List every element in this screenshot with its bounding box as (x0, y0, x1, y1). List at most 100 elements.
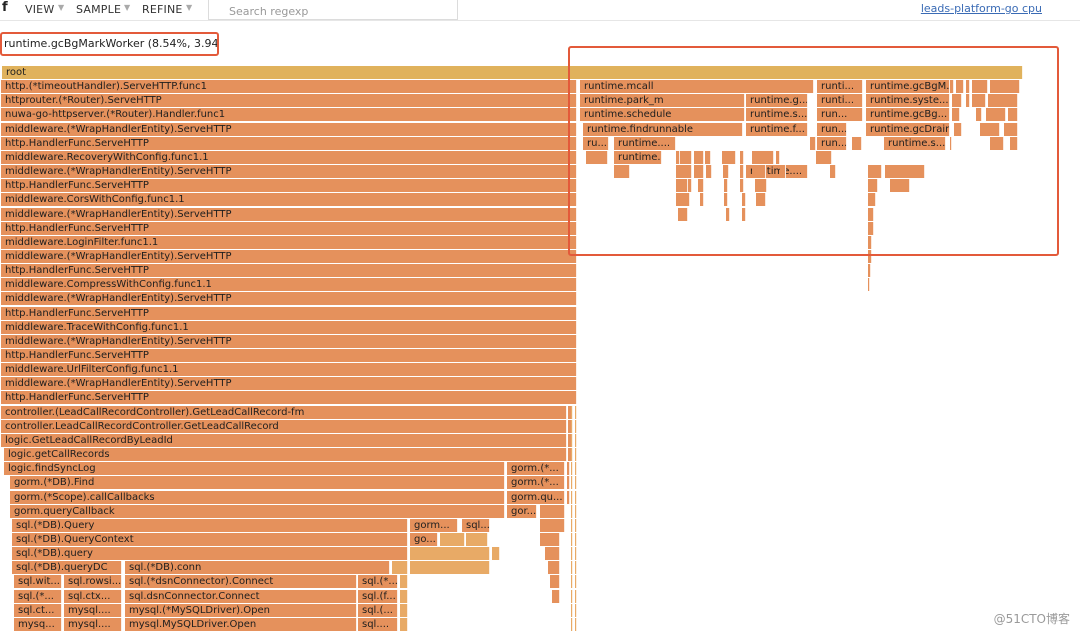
toolbar: f VIEW ▼ SAMPLE ▼ REFINE ▼ leads-platfor… (0, 0, 1080, 21)
frame[interactable]: controller.LeadCallRecordController.GetL… (1, 420, 567, 433)
frame[interactable]: http.HandlerFunc.ServeHTTP (1, 264, 577, 277)
frame[interactable]: sql.rowsi... (64, 575, 122, 588)
view-menu[interactable]: VIEW (25, 3, 55, 16)
frame[interactable]: nuwa-go-httpserver.(*Router).Handler.fun… (1, 108, 577, 121)
frame[interactable]: logic.GetLeadCallRecordByLeadId (1, 434, 567, 447)
frame-runtime[interactable]: runtime.gcBgM... (866, 80, 950, 93)
frame[interactable]: sql.(*DB).query (12, 547, 408, 560)
frame-runtime[interactable]: runtime.mcall (580, 80, 814, 93)
frame-runtime[interactable]: runti... (817, 94, 863, 107)
frame[interactable]: sql.(*DB).Query (12, 519, 408, 532)
frame[interactable]: sql... (462, 519, 490, 532)
frame[interactable]: http.HandlerFunc.ServeHTTP (1, 179, 577, 192)
frame-runtime[interactable]: runtime.g... (746, 94, 808, 107)
frame[interactable]: sql.(*DB).QueryContext (12, 533, 408, 546)
frame[interactable]: gorm.(*Scope).callCallbacks (10, 491, 505, 504)
refine-menu[interactable]: REFINE (142, 3, 183, 16)
frame[interactable]: middleware.(*WrapHandlerEntity).ServeHTT… (1, 335, 577, 348)
frame[interactable]: controller.(LeadCallRecordController).Ge… (1, 406, 567, 419)
frame-runtime[interactable]: runtime.... (614, 137, 676, 150)
frame[interactable]: sql.ct... (14, 604, 62, 617)
frame[interactable]: http.HandlerFunc.ServeHTTP (1, 137, 577, 150)
frame[interactable]: middleware.(*WrapHandlerEntity).ServeHTT… (1, 165, 577, 178)
frame-runtime[interactable]: runtime.park_m (580, 94, 745, 107)
frame[interactable]: http.(*timeoutHandler).ServeHTTP.func1 (1, 80, 577, 93)
frame[interactable]: sql.ctx... (64, 590, 122, 603)
frame[interactable]: mysql.... (64, 604, 122, 617)
frame[interactable]: http.HandlerFunc.ServeHTTP (1, 349, 577, 362)
search-input[interactable] (209, 2, 459, 21)
flame-sliver (571, 434, 573, 447)
frame-runtime[interactable]: runti... (817, 80, 863, 93)
profile-target-link[interactable]: leads-platform-go cpu (920, 2, 1042, 15)
flame-sliver (575, 533, 577, 546)
frame-runtime[interactable]: run... (817, 123, 847, 136)
frame-root[interactable]: root (2, 66, 1023, 79)
frame[interactable]: middleware.(*WrapHandlerEntity).ServeHTT… (1, 250, 577, 263)
frame[interactable]: gorm.qu... (507, 491, 565, 504)
frame-runtime[interactable]: runtime.findrunnable (583, 123, 743, 136)
frame[interactable]: sql.wit... (14, 575, 62, 588)
frame[interactable]: mysql.MySQLDriver.Open (125, 618, 357, 631)
frame[interactable]: sql.(*... (358, 575, 398, 588)
flame-sliver (567, 476, 570, 489)
frame[interactable]: sql.(f... (358, 590, 398, 603)
frame[interactable]: middleware.TraceWithConfig.func1.1 (1, 321, 577, 334)
frame-runtime[interactable]: runtime.s... (746, 108, 808, 121)
frame[interactable]: middleware.(*WrapHandlerEntity).ServeHTT… (1, 377, 577, 390)
frame[interactable]: middleware.CorsWithConfig.func1.1 (1, 193, 577, 206)
frame-runtime[interactable]: runtime.f... (746, 123, 808, 136)
frame[interactable]: sql.(*dsnConnector).Connect (125, 575, 357, 588)
frame[interactable]: middleware.LoginFilter.func1.1 (1, 236, 577, 249)
frame[interactable]: gorm.queryCallback (10, 505, 505, 518)
frame[interactable]: httprouter.(*Router).ServeHTTP (1, 94, 577, 107)
frame[interactable]: sql.(*DB).queryDC (12, 561, 122, 574)
flame-sliver (966, 94, 970, 107)
frame[interactable]: sql.(*DB).conn (125, 561, 390, 574)
frame[interactable]: http.HandlerFunc.ServeHTTP (1, 222, 577, 235)
frame[interactable]: go... (410, 533, 438, 546)
frame[interactable]: sql.(*... (14, 590, 62, 603)
frame-runtime[interactable]: runtime.s... (884, 137, 946, 150)
flame-sliver (868, 179, 878, 192)
frame-runtime[interactable]: run... (817, 137, 847, 150)
frame[interactable]: gorm... (410, 519, 458, 532)
sample-menu[interactable]: SAMPLE (76, 3, 122, 16)
frame[interactable]: mysq... (14, 618, 62, 631)
frame[interactable]: gorm.(*... (507, 476, 565, 489)
frame-runtime[interactable]: runtime.schedule (580, 108, 745, 121)
flame-sliver (830, 165, 836, 178)
frame[interactable]: http.HandlerFunc.ServeHTTP (1, 391, 577, 404)
frame-runtime[interactable]: runtime.gcDrain (866, 123, 950, 136)
flame-sliver (868, 278, 870, 291)
frame[interactable]: logic.findSyncLog (4, 462, 505, 475)
frame[interactable]: http.HandlerFunc.ServeHTTP (1, 307, 577, 320)
frame[interactable]: gorm.(*... (507, 462, 565, 475)
frame-runtime[interactable]: runtime.syste... (866, 94, 950, 107)
flame-sliver (400, 618, 408, 631)
frame[interactable]: sql.dsnConnector.Connect (125, 590, 357, 603)
flame-sliver (567, 462, 570, 475)
frame-runtime[interactable]: run... (817, 108, 863, 121)
flame-sliver (676, 151, 692, 164)
frame[interactable]: sql.... (358, 618, 398, 631)
frame[interactable]: sql.(... (358, 604, 398, 617)
frame-runtime[interactable]: runtime.gcBg... (866, 108, 950, 121)
frame[interactable]: middleware.RecoveryWithConfig.func1.1 (1, 151, 577, 164)
frame-runtime[interactable]: ru... (583, 137, 609, 150)
flame-sliver (676, 193, 690, 206)
frame-runtime[interactable]: runtime... (614, 151, 662, 164)
frame[interactable]: middleware.(*WrapHandlerEntity).ServeHTT… (1, 292, 577, 305)
frame[interactable]: mysql.(*MySQLDriver).Open (125, 604, 357, 617)
frame[interactable]: middleware.(*WrapHandlerEntity).ServeHTT… (1, 123, 577, 136)
search-box[interactable] (208, 0, 459, 21)
frame[interactable]: middleware.UrlFilterConfig.func1.1 (1, 363, 577, 376)
frame[interactable]: logic.getCallRecords (4, 448, 567, 461)
frame[interactable]: middleware.(*WrapHandlerEntity).ServeHTT… (1, 208, 577, 221)
frame[interactable]: gor... (507, 505, 537, 518)
frame[interactable]: middleware.CompressWithConfig.func1.1 (1, 278, 577, 291)
frame[interactable]: gorm.(*DB).Find (10, 476, 505, 489)
watermark: @51CTO博客 (993, 612, 1070, 626)
frame[interactable]: mysql.... (64, 618, 122, 631)
flame-sliver (575, 462, 577, 475)
